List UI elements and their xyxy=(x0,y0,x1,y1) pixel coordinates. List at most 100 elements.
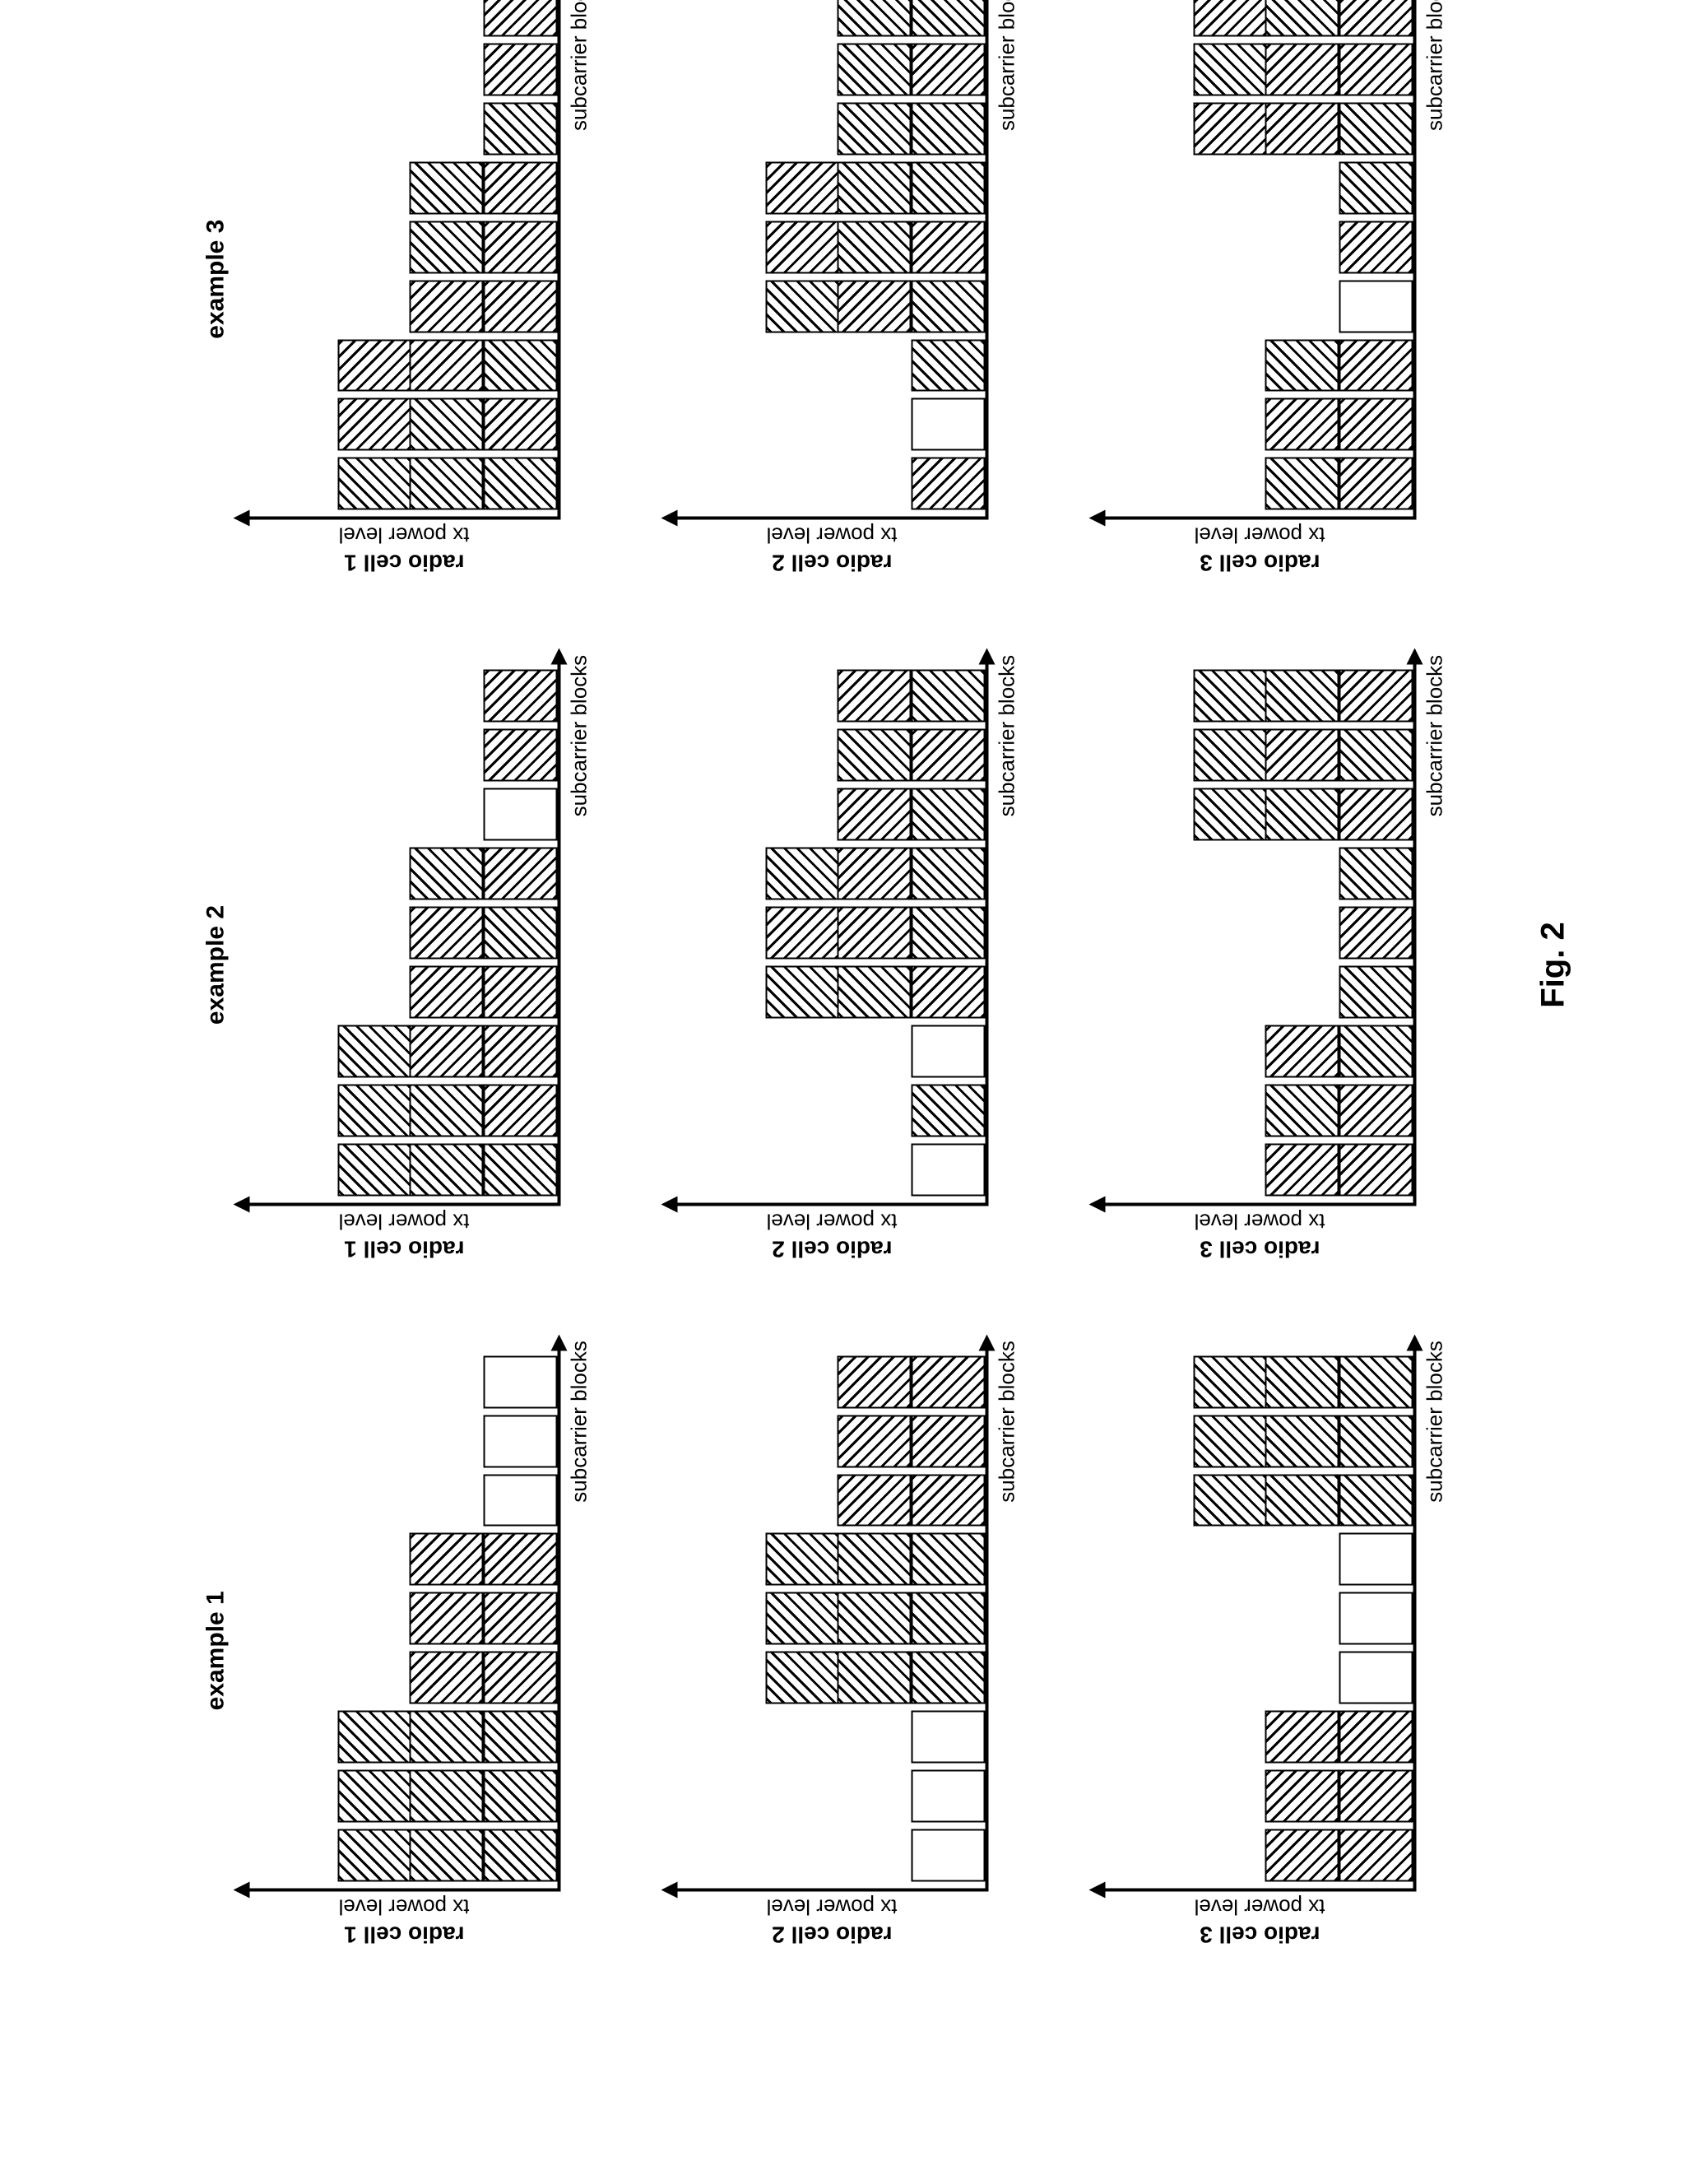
bar-segment xyxy=(484,788,558,841)
example-title xyxy=(630,0,660,581)
x-axis-label: subcarrier blocks xyxy=(995,655,1020,817)
bar-segment xyxy=(838,0,912,36)
bar-segment xyxy=(1339,1711,1413,1764)
bar-column xyxy=(676,161,986,214)
bar-segment xyxy=(838,1592,912,1645)
bar-column xyxy=(676,907,986,960)
row-label: radio cell 3 xyxy=(1104,548,1417,581)
row-label: radio cell 2 xyxy=(676,548,989,581)
bar-segment xyxy=(337,1711,411,1764)
bar-segment xyxy=(765,1652,839,1704)
bar-column xyxy=(248,788,558,841)
bar-segment xyxy=(765,848,839,900)
bar-segment xyxy=(838,1652,912,1704)
bar-segment xyxy=(838,280,912,332)
bar-segment xyxy=(484,1474,558,1527)
bar-column xyxy=(676,729,986,782)
bar-column xyxy=(1104,0,1413,36)
bar-segment xyxy=(1265,102,1339,155)
bar-segment xyxy=(838,1474,912,1527)
bar-segment xyxy=(484,43,558,95)
bar-segment xyxy=(1265,1829,1339,1882)
bar-column xyxy=(1104,339,1413,392)
bar-column xyxy=(248,43,558,95)
plot-area: subcarrier blocks xyxy=(676,1349,989,1891)
example-title: example 3 xyxy=(202,0,232,581)
bar-column xyxy=(676,1592,986,1645)
bar-segment xyxy=(838,729,912,782)
bar-segment xyxy=(337,1829,411,1882)
bar-column xyxy=(676,670,986,723)
x-axis-label: subcarrier blocks xyxy=(995,0,1020,131)
bar-segment xyxy=(410,1143,484,1196)
bar-segment xyxy=(484,1415,558,1467)
bar-segment xyxy=(912,1143,986,1196)
bar-segment xyxy=(1339,398,1413,451)
x-axis-label: subcarrier blocks xyxy=(567,0,592,131)
bar-segment xyxy=(838,161,912,214)
bar-column xyxy=(1104,1770,1413,1823)
bar-segment xyxy=(1193,670,1267,723)
bar-segment xyxy=(912,848,986,900)
bar-segment xyxy=(1339,1533,1413,1586)
bar-segment xyxy=(484,1592,558,1645)
bar-column xyxy=(1104,1415,1413,1467)
bar-segment xyxy=(410,398,484,451)
bar-column xyxy=(676,1770,986,1823)
bar-segment xyxy=(1339,280,1413,332)
bar-segment xyxy=(1339,1829,1413,1882)
bar-segment xyxy=(337,1084,411,1136)
bar-segment xyxy=(410,848,484,900)
bar-segment xyxy=(337,1770,411,1823)
bar-segment xyxy=(1339,43,1413,95)
bar-column xyxy=(1104,1592,1413,1645)
chart-wrap: radio cell 3tx power levelsubcarrier blo… xyxy=(1104,0,1417,581)
bar-segment xyxy=(912,1355,986,1408)
bar-column xyxy=(1104,1084,1413,1136)
plot-area: subcarrier blocks xyxy=(1104,1349,1417,1891)
bar-column xyxy=(1104,788,1413,841)
bar-column xyxy=(676,1084,986,1136)
bar-column xyxy=(1104,161,1413,214)
bar-segment xyxy=(765,221,839,273)
bar-segment xyxy=(484,102,558,155)
bar-segment xyxy=(410,221,484,273)
bar-column xyxy=(248,102,558,155)
bar-column xyxy=(1104,670,1413,723)
bar-segment xyxy=(912,788,986,841)
bar-segment xyxy=(1339,221,1413,273)
bar-column xyxy=(248,1592,558,1645)
x-axis-label: subcarrier blocks xyxy=(567,1341,592,1503)
bar-segment xyxy=(1193,0,1267,36)
bar-segment xyxy=(337,339,411,392)
bar-segment xyxy=(337,398,411,451)
row-label: radio cell 2 xyxy=(676,1920,989,1953)
panel-r2-c3: radio cell 2tx power levelsubcarrier blo… xyxy=(630,0,1009,581)
bar-segment xyxy=(1339,729,1413,782)
bar-segment xyxy=(1265,1770,1339,1823)
bar-segment xyxy=(1265,1355,1339,1408)
bar-column xyxy=(1104,398,1413,451)
bar-segment xyxy=(484,1533,558,1586)
bar-column xyxy=(676,848,986,900)
bar-column xyxy=(676,398,986,451)
bar-segment xyxy=(1339,1355,1413,1408)
bar-segment xyxy=(410,458,484,510)
bar-segment xyxy=(838,1415,912,1467)
bar-column xyxy=(248,1711,558,1764)
bar-column xyxy=(248,1084,558,1136)
bar-segment xyxy=(1339,1025,1413,1077)
x-axis-label: subcarrier blocks xyxy=(1423,0,1448,131)
plot-area: subcarrier blocks xyxy=(248,663,561,1206)
bar-column xyxy=(676,102,986,155)
bar-segment xyxy=(912,339,986,392)
bar-segment xyxy=(484,458,558,510)
bar-column xyxy=(676,280,986,332)
bar-column xyxy=(248,161,558,214)
chart-wrap: radio cell 2tx power levelsubcarrier blo… xyxy=(676,663,989,1267)
panel-r3-c3: radio cell 3tx power levelsubcarrier blo… xyxy=(1058,0,1436,581)
bar-segment xyxy=(1339,907,1413,960)
bar-segment xyxy=(1265,1025,1339,1077)
bar-segment xyxy=(912,1415,986,1467)
bar-segment xyxy=(410,1770,484,1823)
